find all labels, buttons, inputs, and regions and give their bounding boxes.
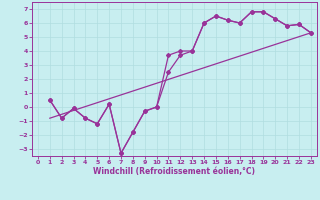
- X-axis label: Windchill (Refroidissement éolien,°C): Windchill (Refroidissement éolien,°C): [93, 167, 255, 176]
